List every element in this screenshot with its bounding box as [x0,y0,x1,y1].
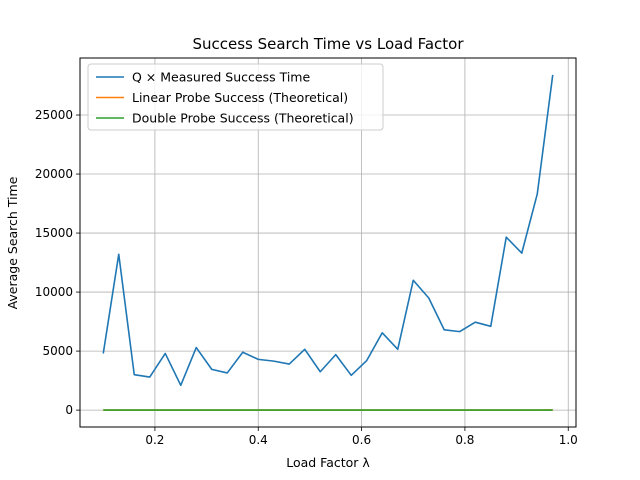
y-tick-label: 25000 [35,108,73,122]
chart-title: Success Search Time vs Load Factor [192,35,464,53]
y-axis-ticks: 0 5000 10000 15000 20000 25000 [35,108,80,417]
legend: Q × Measured Success Time Linear Probe Su… [87,63,384,131]
series-line-1 [102,74,554,387]
x-axis-ticks: 0.2 0.4 0.6 0.8 1.0 [145,427,578,447]
y-tick-label: 20000 [35,167,73,181]
y-tick-label: 15000 [35,226,73,240]
legend-label: Double Probe Success (Theoretical) [132,111,354,126]
x-axis-label: Load Factor λ [286,455,370,470]
series-layer [102,74,554,411]
x-tick-label: 0.8 [455,433,474,447]
y-tick-label: 0 [65,403,73,417]
y-tick-label: 10000 [35,285,73,299]
y-tick-label: 5000 [42,344,73,358]
x-tick-label: 0.4 [249,433,268,447]
legend-label: Linear Probe Success (Theoretical) [132,90,348,105]
plot-area-frame [79,57,577,428]
y-axis-label: Average Search Time [5,176,20,309]
legend-label: Q × Measured Success Time [132,70,310,85]
x-tick-label: 1.0 [559,433,578,447]
x-tick-label: 0.2 [145,433,164,447]
x-tick-label: 0.6 [352,433,371,447]
legend-box [87,63,384,131]
